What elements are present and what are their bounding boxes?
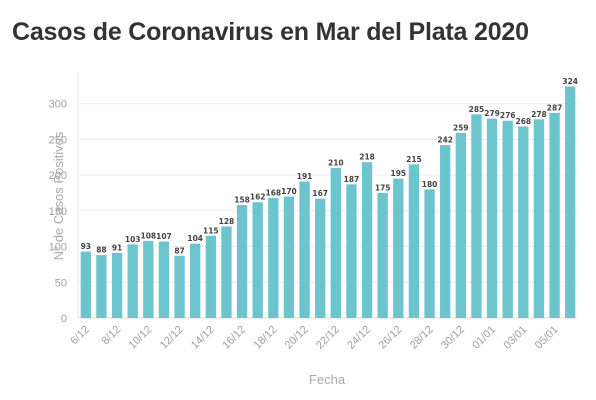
- data-label: 93: [81, 242, 91, 251]
- bar: [393, 178, 404, 318]
- data-label: 195: [390, 169, 406, 178]
- data-label: 268: [515, 117, 531, 126]
- data-label: 128: [219, 217, 235, 226]
- bar: [252, 202, 263, 318]
- data-label: 187: [344, 175, 360, 184]
- bar: [190, 243, 201, 318]
- x-tick-label: 16/12: [220, 324, 248, 352]
- data-label: 108: [140, 231, 156, 240]
- bar: [486, 118, 498, 319]
- bar: [440, 145, 451, 318]
- bar: [533, 119, 545, 318]
- bar: [549, 112, 560, 318]
- bar: [127, 244, 138, 318]
- x-tick-label: 10/12: [126, 324, 154, 352]
- y-tick-label: 50: [55, 277, 67, 289]
- x-tick-labels: 6/12 8/12 10/12 12/12 14/12 16/12 18/12 20/12 22…: [68, 324, 560, 352]
- data-label: 104: [187, 234, 203, 243]
- bar: [299, 181, 310, 318]
- bar: [565, 86, 576, 319]
- bar: [455, 132, 466, 318]
- y-tick-label: 150: [49, 206, 67, 218]
- chart-title: Casos de Coronavirus en Mar del Plata 20…: [12, 18, 529, 46]
- data-label: 278: [531, 110, 547, 119]
- bar: [377, 192, 388, 318]
- data-label: 218: [359, 153, 375, 162]
- bar: [205, 235, 216, 318]
- bar: [221, 226, 232, 318]
- x-tick-label: 05/01: [533, 324, 561, 352]
- x-tick-label: 03/01: [501, 324, 529, 352]
- x-axis-title: Fecha: [309, 372, 346, 387]
- y-tick-label: 200: [49, 170, 67, 182]
- bar: [346, 184, 357, 318]
- x-tick-label: 30/12: [439, 324, 467, 352]
- data-label: 175: [375, 183, 391, 192]
- bar: [408, 164, 420, 318]
- y-tick-labels: 0 50 100 150 200 250 300: [49, 99, 67, 325]
- data-label: 170: [281, 187, 297, 196]
- bar: [268, 197, 279, 318]
- bars: [80, 86, 576, 319]
- data-label: 115: [203, 226, 219, 235]
- data-label: 88: [96, 246, 106, 255]
- data-label: 324: [562, 77, 578, 86]
- x-tick-label: 26/12: [376, 324, 404, 352]
- bar: [111, 252, 123, 318]
- data-label: 91: [112, 243, 122, 252]
- data-label: 210: [328, 158, 344, 167]
- x-tick-label: 12/12: [158, 324, 186, 352]
- x-tick-label: 22/12: [314, 324, 342, 352]
- bar: [471, 114, 482, 318]
- data-label: 168: [265, 188, 281, 197]
- data-label: 276: [500, 111, 516, 120]
- x-tick-label: 01/01: [470, 324, 498, 352]
- bar: [158, 241, 170, 318]
- bar: [236, 205, 248, 318]
- bar: [518, 126, 529, 318]
- x-tick-label: 8/12: [100, 324, 124, 348]
- bar: [330, 167, 341, 318]
- data-label: 87: [174, 246, 184, 255]
- y-tick-label: 300: [49, 99, 67, 111]
- y-tick-label: 250: [49, 134, 67, 146]
- x-tick-label: 14/12: [189, 324, 217, 352]
- y-tick-label: 100: [49, 242, 67, 254]
- data-label: 158: [234, 196, 250, 205]
- x-tick-label: 18/12: [251, 324, 279, 352]
- bar: [283, 196, 295, 318]
- data-label: 285: [469, 105, 485, 114]
- bar: [80, 251, 91, 318]
- bar: [143, 240, 154, 318]
- x-tick-label: 6/12: [68, 324, 92, 348]
- data-label: 107: [156, 232, 172, 241]
- data-label: 167: [312, 189, 328, 198]
- bar: [502, 120, 513, 318]
- bar: [174, 255, 185, 318]
- data-label: 259: [453, 123, 469, 132]
- data-label: 215: [406, 155, 422, 164]
- x-tick-label: 28/12: [408, 324, 436, 352]
- data-label: 162: [250, 193, 266, 202]
- y-axis-title: N° de Casos Positivos: [51, 131, 66, 260]
- bar: [96, 255, 107, 318]
- data-label: 287: [547, 103, 563, 112]
- bar: [315, 198, 326, 318]
- y-tick-label: 0: [61, 313, 67, 325]
- bar: [361, 162, 373, 318]
- data-label: 191: [297, 172, 313, 181]
- data-label: 103: [125, 235, 141, 244]
- data-label: 279: [484, 109, 500, 118]
- data-label: 180: [422, 180, 438, 189]
- bar: [424, 189, 435, 318]
- data-label: 242: [437, 136, 453, 145]
- x-tick-label: 20/12: [283, 324, 311, 352]
- x-tick-label: 24/12: [345, 324, 373, 352]
